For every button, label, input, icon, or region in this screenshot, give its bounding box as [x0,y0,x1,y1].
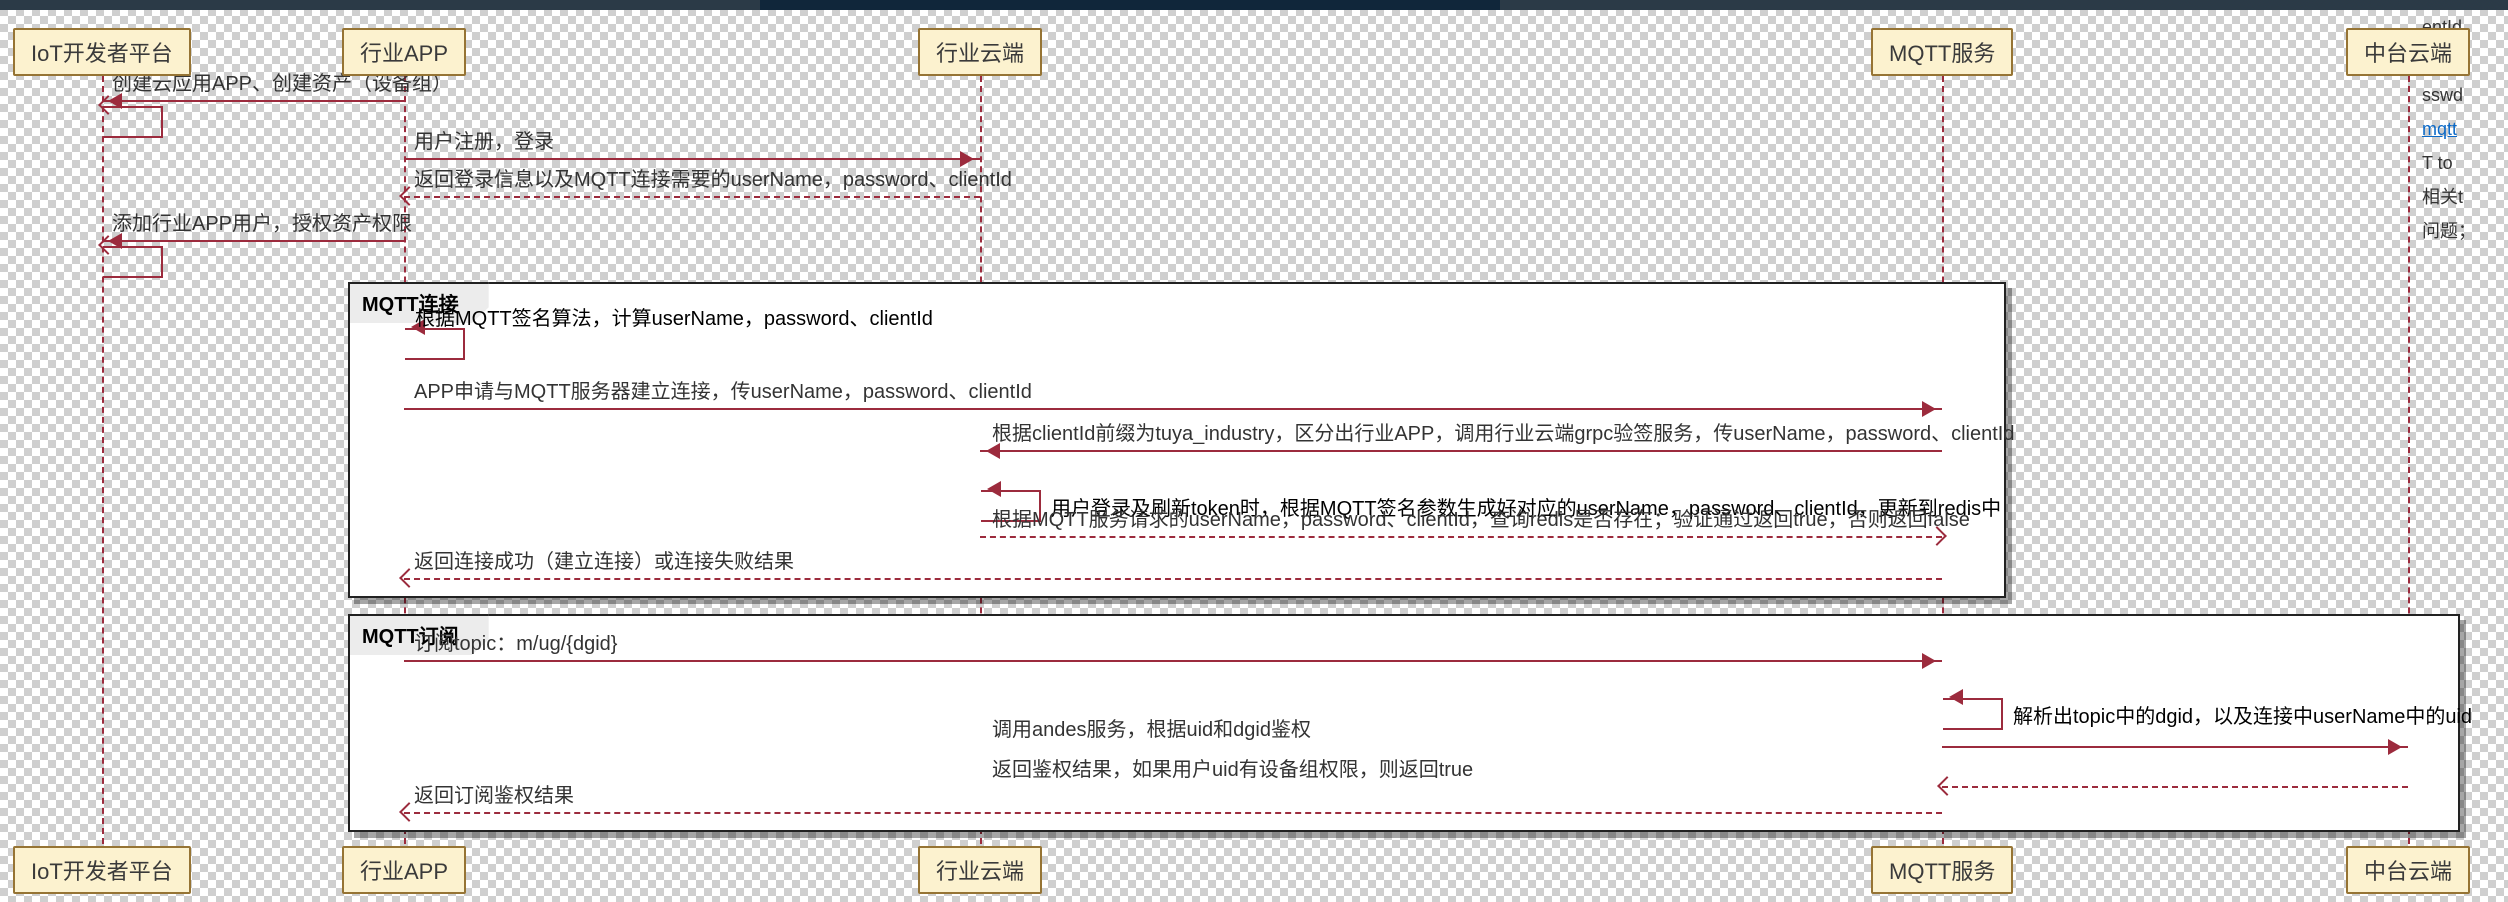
participant-iot-bottom: IoT开发者平台 [13,846,191,894]
message-label: 解析出topic中的dgid，以及连接中userName中的uid [2013,700,2472,729]
message-label: 根据MQTT签名算法，计算userName，password、clientId [415,302,933,331]
message-label: 根据MQTT服务请求的userName，password、clientId，查询… [992,503,1970,532]
participant-mid-top: 中台云端 [2346,28,2470,76]
participant-label: 行业云端 [918,846,1042,894]
topbar-highlight [760,0,1500,10]
message-label: 调用andes服务，根据uid和dgid鉴权 [992,713,1311,742]
participant-mid-bottom: 中台云端 [2346,846,2470,894]
message-label: 返回订阅鉴权结果 [414,779,574,808]
participant-cloud-bottom: 行业云端 [918,846,1042,894]
participant-label: 行业APP [342,846,466,894]
participant-label: IoT开发者平台 [13,28,191,76]
message-label: 订阅topic：m/ug/{dgid} [414,627,617,656]
participant-app-bottom: 行业APP [342,846,466,894]
message-label: 返回鉴权结果，如果用户uid有设备组权限，则返回true [992,753,1473,782]
participant-label: 中台云端 [2346,28,2470,76]
message-label: 添加行业APP用户，授权资产权限 [112,207,412,236]
participant-cloud-top: 行业云端 [918,28,1042,76]
participant-app-top: 行业APP [342,28,466,76]
message-label: 根据clientId前缀为tuya_industry，区分出行业APP，调用行业… [992,417,2014,446]
participant-label: MQTT服务 [1871,846,2013,894]
participant-mqtt-bottom: MQTT服务 [1871,846,2013,894]
editor-topbar [0,0,2508,10]
message-label: APP申请与MQTT服务器建立连接，传userName，password、cli… [414,375,1032,404]
participant-label: 中台云端 [2346,846,2470,894]
participant-label: IoT开发者平台 [13,846,191,894]
message-label: 用户注册，登录 [414,125,554,154]
participant-label: 行业APP [342,28,466,76]
sequence-diagram: MQTT连接MQTT订阅IoT开发者平台IoT开发者平台行业APP行业APP行业… [0,10,2508,902]
message-label: 返回连接成功（建立连接）或连接失败结果 [414,545,794,574]
participant-iot-top: IoT开发者平台 [13,28,191,76]
participant-label: 行业云端 [918,28,1042,76]
participant-label: MQTT服务 [1871,28,2013,76]
participant-mqtt-top: MQTT服务 [1871,28,2013,76]
message-label: 返回登录信息以及MQTT连接需要的userName，password、clien… [414,163,1012,192]
lifeline-iot [102,66,104,844]
